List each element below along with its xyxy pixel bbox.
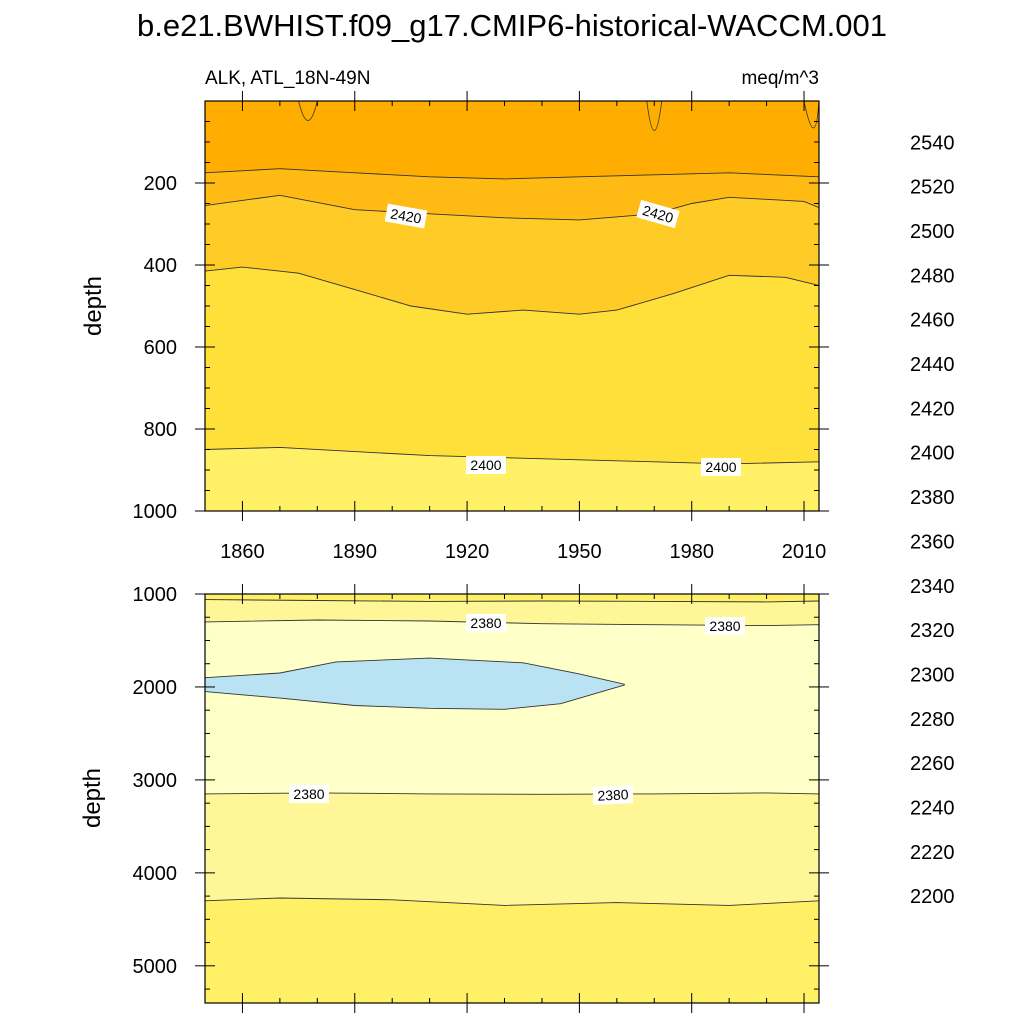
colorbar-tick-label: 2520 xyxy=(910,177,955,199)
contour-label: 2400 xyxy=(705,459,736,475)
colorbar-tick-label: 2320 xyxy=(910,620,955,642)
upper-y-ticks: 200 400 600 800 1000 xyxy=(133,100,829,523)
contour-label: 2380 xyxy=(597,786,629,804)
colorbar-tick-label: 2260 xyxy=(910,753,955,775)
colorbar-tick-label: 2400 xyxy=(910,443,955,465)
lower-x-ticks xyxy=(204,584,805,1013)
contour-line xyxy=(205,599,819,603)
colorbar-tick-label: 2220 xyxy=(910,842,955,864)
lower-contour-labels: 2380 2380 2380 2380 xyxy=(289,614,745,806)
left-subtitle: ALK, ATL_18N-49N xyxy=(205,68,370,89)
colorbar-tick-label: 2480 xyxy=(910,265,955,287)
contour-label: 2380 xyxy=(470,615,501,631)
band-fill xyxy=(205,447,819,511)
contour-label: 2400 xyxy=(470,457,501,473)
contour-line xyxy=(205,168,819,180)
band-fill xyxy=(205,267,819,511)
y-tick-label: 2000 xyxy=(133,677,178,699)
contour-line xyxy=(646,101,663,131)
upper-fill-bands xyxy=(205,101,819,511)
upper-x-ticks: 1860 1890 1920 1950 1980 2010 xyxy=(204,91,827,563)
colorbar-tick-label: 2380 xyxy=(910,487,955,509)
y-tick-label: 1000 xyxy=(133,501,178,523)
lower-y-ticks: 1000 2000 3000 4000 5000 xyxy=(133,584,829,990)
blob-2360 xyxy=(205,657,625,710)
colorbar-tick-labels: 2540 2520 2500 2480 2460 2440 2420 2400 2380 2360… xyxy=(910,132,955,908)
upper-panel: 2420 2420 2400 2400 1860 1890 1920 1950 1980… xyxy=(80,91,829,563)
y-tick-label: 1000 xyxy=(133,584,178,606)
y-tick-label: 600 xyxy=(144,337,177,359)
colorbar-tick-label: 2460 xyxy=(910,310,955,332)
colorbar-tick-label: 2420 xyxy=(910,398,955,420)
contour-line xyxy=(205,194,819,221)
y-tick-label: 200 xyxy=(144,173,177,195)
contour-label: 2420 xyxy=(389,205,423,226)
y-tick-label: 5000 xyxy=(133,956,178,978)
upper-y-axis-label: depth xyxy=(80,276,107,336)
contour-line xyxy=(205,266,819,315)
y-tick-label: 4000 xyxy=(133,863,178,885)
contour-label: 2380 xyxy=(293,786,324,802)
colorbar-tick-label: 2500 xyxy=(910,221,955,243)
units-label: meq/m^3 xyxy=(741,68,819,89)
lower-y-axis-label: depth xyxy=(79,768,106,828)
colorbar-tick-label: 2440 xyxy=(910,354,955,376)
y-tick-label: 400 xyxy=(144,255,177,277)
contour-line xyxy=(298,101,318,121)
colorbar-tick-label: 2340 xyxy=(910,576,955,598)
y-tick-label: 3000 xyxy=(133,770,178,792)
lower-panel: 2380 2380 2380 2380 1000 2000 3000 4000 5000… xyxy=(79,584,829,1013)
colorbar: 2540 2520 2500 2480 2460 2440 2420 2400 2380 2360… xyxy=(910,132,955,908)
contour-line xyxy=(205,897,819,906)
colorbar-tick-label: 2360 xyxy=(910,531,955,553)
lower-plot-frame xyxy=(204,593,820,1004)
colorbar-tick-label: 2540 xyxy=(910,132,955,154)
contour-label: 2380 xyxy=(709,618,740,634)
contour-line xyxy=(205,619,819,627)
colorbar-tick-label: 2200 xyxy=(910,886,955,908)
colorbar-tick-label: 2280 xyxy=(910,709,955,731)
y-tick-label: 800 xyxy=(144,419,177,441)
x-tick-label: 2010 xyxy=(782,541,827,563)
figure-title: b.e21.BWHIST.f09_g17.CMIP6-historical-WA… xyxy=(137,8,887,43)
colorbar-tick-label: 2300 xyxy=(910,664,955,686)
band-fill xyxy=(205,898,819,1003)
x-tick-label: 1950 xyxy=(557,541,602,563)
x-tick-label: 1890 xyxy=(333,541,378,563)
x-tick-label: 1920 xyxy=(445,541,490,563)
x-tick-label: 1980 xyxy=(669,541,714,563)
x-tick-label: 1860 xyxy=(220,541,265,563)
colorbar-tick-label: 2240 xyxy=(910,798,955,820)
